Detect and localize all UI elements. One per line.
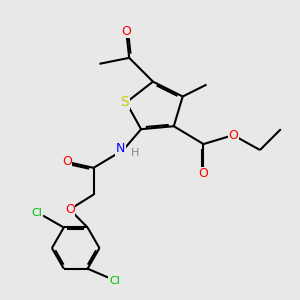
Text: O: O	[228, 129, 238, 142]
Text: N: N	[116, 142, 125, 155]
Text: Cl: Cl	[32, 208, 43, 218]
Text: H: H	[131, 148, 139, 158]
Text: O: O	[65, 203, 75, 216]
Text: O: O	[62, 155, 72, 168]
Text: O: O	[199, 167, 208, 180]
Text: O: O	[121, 25, 131, 38]
Text: S: S	[120, 95, 129, 110]
Text: Cl: Cl	[109, 276, 120, 286]
